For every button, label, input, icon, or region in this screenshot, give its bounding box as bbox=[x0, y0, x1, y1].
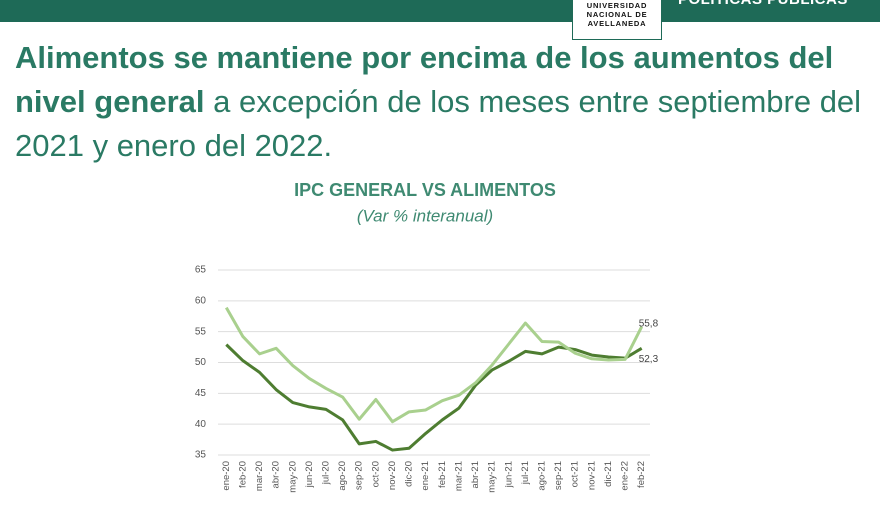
x-tick-label: jun-20 bbox=[304, 461, 315, 488]
x-tick-label: feb-21 bbox=[437, 461, 448, 488]
y-tick-label: 55 bbox=[195, 326, 207, 337]
x-tick-label: sep-21 bbox=[553, 461, 564, 490]
x-tick-label: jun-21 bbox=[503, 461, 514, 488]
y-tick-label: 65 bbox=[195, 265, 207, 276]
x-tick-label: ago-21 bbox=[537, 461, 548, 491]
x-tick-label: nov-20 bbox=[387, 461, 398, 490]
x-tick-label: ene-22 bbox=[620, 461, 631, 491]
data-label: 55,8 bbox=[639, 318, 659, 329]
x-tick-label: dic-21 bbox=[603, 461, 614, 487]
y-tick-label: 35 bbox=[195, 450, 207, 461]
x-tick-label: feb-22 bbox=[636, 461, 647, 488]
x-tick-label: abr-21 bbox=[470, 461, 481, 488]
heading-regular: a excepción de los meses entre septiembr… bbox=[15, 84, 862, 163]
line-series bbox=[225, 306, 644, 424]
chart-title: IPC GENERAL VS ALIMENTOS bbox=[294, 180, 556, 200]
y-tick-label: 45 bbox=[195, 388, 207, 399]
x-tick-label: jul-21 bbox=[520, 461, 531, 485]
heading-bold: Alimentos se mantiene por encima de los … bbox=[15, 40, 834, 119]
x-tick-label: dic-20 bbox=[404, 461, 415, 487]
x-tick-label: mar-20 bbox=[254, 461, 265, 491]
logo: UNIVERSIDAD NACIONAL DE AVELLANEDA bbox=[572, 0, 662, 40]
chart-subtitle: (Var % interanual) bbox=[357, 206, 493, 225]
x-tick-label: oct-20 bbox=[370, 461, 381, 487]
y-tick-label: 40 bbox=[195, 419, 207, 430]
heading: Alimentos se mantiene por encima de los … bbox=[15, 36, 875, 168]
x-tick-label: sep-20 bbox=[354, 461, 365, 490]
data-label: 52,3 bbox=[639, 354, 659, 365]
x-tick-label: abr-20 bbox=[271, 461, 282, 488]
x-tick-label: oct-21 bbox=[570, 461, 581, 487]
x-tick-label: may-21 bbox=[487, 461, 498, 493]
x-tick-label: feb-20 bbox=[237, 461, 248, 488]
y-tick-label: 50 bbox=[195, 357, 207, 368]
line-series bbox=[225, 343, 643, 452]
x-tick-label: mar-21 bbox=[453, 461, 464, 491]
x-tick-label: nov-21 bbox=[586, 461, 597, 490]
logo-line: AVELLANEDA bbox=[587, 19, 647, 28]
x-tick-label: ene-20 bbox=[221, 461, 232, 491]
x-tick-label: jul-20 bbox=[321, 461, 332, 485]
y-tick-label: 60 bbox=[195, 295, 207, 306]
section-label: POLÍTICAS PÚBLICAS bbox=[678, 0, 848, 8]
logo-line: NACIONAL DE bbox=[586, 10, 648, 19]
logo-line: UNIVERSIDAD bbox=[586, 1, 648, 10]
x-tick-label: ago-20 bbox=[337, 461, 348, 491]
x-tick-label: ene-21 bbox=[420, 461, 431, 491]
x-tick-label: may-20 bbox=[287, 461, 298, 493]
